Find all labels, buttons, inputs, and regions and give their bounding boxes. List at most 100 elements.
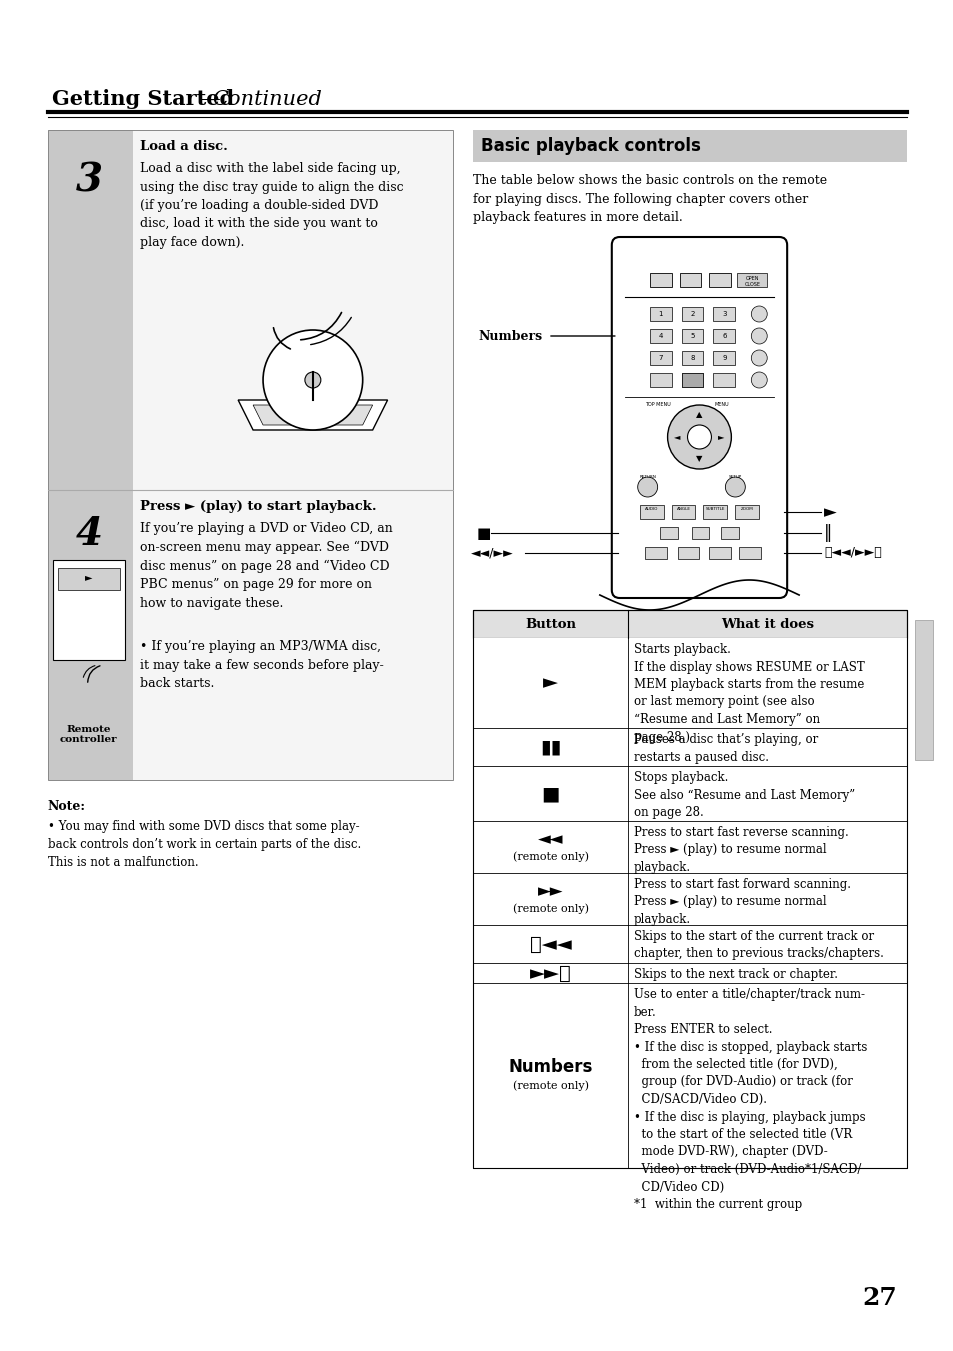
Text: ‖: ‖ (823, 524, 831, 542)
Circle shape (263, 330, 362, 430)
Text: 1: 1 (658, 311, 662, 317)
Text: Getting Started: Getting Started (51, 89, 233, 109)
Bar (702, 505, 726, 519)
Bar (132, 130, 453, 490)
Bar (649, 307, 671, 322)
Text: The table below shows the basic controls on the remote
for playing discs. The fo: The table below shows the basic controls… (473, 174, 826, 224)
Text: Continued: Continued (212, 91, 322, 109)
Bar (473, 638, 905, 728)
Bar (473, 130, 905, 162)
Text: What it does: What it does (720, 617, 813, 631)
Text: OPEN
CLOSE: OPEN CLOSE (743, 276, 760, 286)
Text: Pauses a disc that’s playing, or
restarts a paused disc.: Pauses a disc that’s playing, or restart… (633, 734, 817, 763)
Circle shape (305, 372, 320, 388)
Bar (737, 273, 766, 286)
Text: • If you’re playing an MP3/WMA disc,
it may take a few seconds before play-
back: • If you’re playing an MP3/WMA disc, it … (140, 640, 384, 690)
Text: 8: 8 (690, 355, 694, 361)
Bar (680, 351, 702, 365)
Bar (473, 963, 905, 984)
Bar (48, 490, 453, 780)
Text: Remote
controller: Remote controller (60, 725, 117, 744)
Text: Button: Button (524, 617, 576, 631)
Bar (473, 984, 905, 1169)
Circle shape (687, 426, 711, 449)
Text: 6: 6 (721, 332, 726, 339)
Text: 7: 7 (658, 355, 662, 361)
Bar (58, 567, 119, 590)
Bar (48, 490, 132, 780)
Bar (677, 547, 699, 559)
Bar (649, 273, 671, 286)
Text: 4: 4 (658, 332, 662, 339)
Bar (680, 330, 702, 343)
Text: ■: ■ (476, 526, 490, 540)
Text: ■: ■ (540, 784, 559, 802)
Text: Press to start fast reverse scanning.
Press ► (play) to resume normal
playback.: Press to start fast reverse scanning. Pr… (633, 825, 847, 874)
Text: MENU: MENU (714, 403, 728, 407)
Text: 9: 9 (721, 355, 726, 361)
Bar (691, 527, 709, 539)
Text: (remote only): (remote only) (512, 851, 588, 862)
Circle shape (751, 372, 766, 388)
Bar (48, 130, 453, 490)
Text: ►: ► (85, 571, 92, 582)
Bar (720, 527, 739, 539)
Text: ▲: ▲ (696, 409, 702, 419)
FancyBboxPatch shape (611, 236, 786, 598)
Text: AUDIO: AUDIO (644, 507, 658, 511)
Text: RETURN: RETURN (639, 476, 656, 480)
Text: ◄◄/►►: ◄◄/►► (471, 547, 514, 559)
Text: Numbers: Numbers (508, 1058, 592, 1077)
Text: ◄◄: ◄◄ (537, 830, 562, 848)
Bar (473, 925, 905, 963)
Bar (52, 561, 125, 661)
Text: ⏮◄◄/►►⏭: ⏮◄◄/►►⏭ (823, 547, 881, 559)
Text: 27: 27 (862, 1286, 896, 1310)
Text: 4: 4 (76, 515, 103, 553)
Bar (713, 307, 735, 322)
Text: ►: ► (823, 503, 836, 521)
Bar (132, 490, 453, 780)
Bar (680, 307, 702, 322)
Text: ⏮◄◄: ⏮◄◄ (529, 935, 571, 954)
Text: • You may find with some DVD discs that some play-
back controls don’t work in c: • You may find with some DVD discs that … (48, 820, 360, 869)
Text: Numbers: Numbers (477, 330, 542, 343)
Bar (48, 130, 132, 490)
Text: Skips to the start of the current track or
chapter, then to previous tracks/chap: Skips to the start of the current track … (633, 929, 882, 961)
Bar (473, 821, 905, 873)
Text: ◄: ◄ (674, 432, 680, 440)
Circle shape (751, 305, 766, 322)
Text: If you’re playing a DVD or Video CD, an
on-screen menu may appear. See “DVD
disc: If you’re playing a DVD or Video CD, an … (140, 521, 393, 609)
Bar (649, 373, 671, 386)
Text: 2: 2 (690, 311, 694, 317)
Bar (659, 527, 677, 539)
Text: ►►: ►► (537, 882, 562, 900)
Text: (remote only): (remote only) (512, 1081, 588, 1090)
Bar (639, 505, 663, 519)
Text: Load a disc with the label side facing up,
using the disc tray guide to align th: Load a disc with the label side facing u… (140, 162, 404, 249)
Bar (713, 351, 735, 365)
Bar (713, 330, 735, 343)
Circle shape (637, 477, 657, 497)
Polygon shape (238, 400, 387, 430)
Text: Note:: Note: (48, 800, 86, 813)
Text: ►►⏭: ►►⏭ (529, 963, 571, 982)
Text: —: — (199, 91, 220, 109)
Text: ►: ► (542, 674, 558, 693)
Text: Press to start fast forward scanning.
Press ► (play) to resume normal
playback.: Press to start fast forward scanning. Pr… (633, 878, 850, 925)
Text: ZOOM: ZOOM (740, 507, 753, 511)
Circle shape (751, 328, 766, 345)
Text: Stops playback.
See also “Resume and Last Memory”
on page 28.: Stops playback. See also “Resume and Las… (633, 771, 854, 819)
Text: Load a disc.: Load a disc. (140, 141, 228, 153)
Bar (473, 611, 905, 638)
Text: TOP MENU: TOP MENU (644, 403, 670, 407)
Text: ANGLE: ANGLE (676, 507, 690, 511)
Text: 3: 3 (721, 311, 726, 317)
Text: 5: 5 (690, 332, 694, 339)
Circle shape (667, 405, 731, 469)
Bar (680, 373, 702, 386)
Bar (679, 273, 700, 286)
Bar (709, 547, 731, 559)
Circle shape (724, 477, 744, 497)
Bar (671, 505, 695, 519)
